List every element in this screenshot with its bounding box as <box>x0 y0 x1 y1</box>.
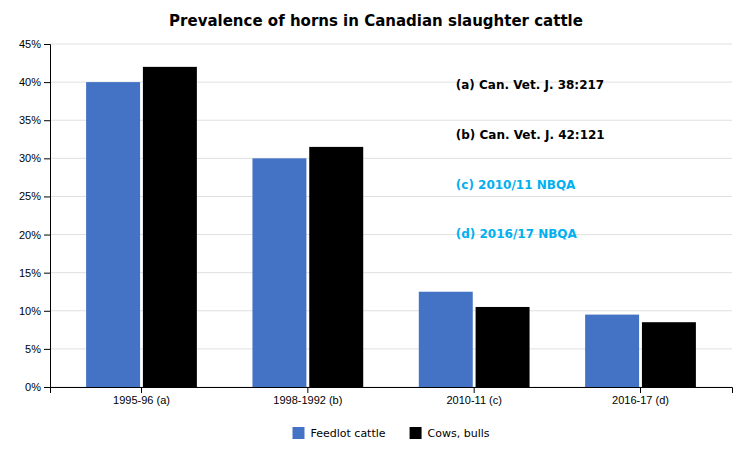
y-tick-label: 5% <box>25 343 41 355</box>
y-tick-mark <box>44 158 50 159</box>
x-tick-mark <box>307 387 308 393</box>
x-tick: 2010-11 (c) <box>446 387 501 406</box>
annotations: (a) Can. Vet. J. 38:217 (b) Can. Vet. J. … <box>456 78 605 241</box>
chart: 0%5%10%15%20%25%30%35%40%45%1995-96 (a)1… <box>0 0 752 451</box>
bar <box>585 315 639 387</box>
bar <box>476 307 530 387</box>
legend-label: Cows, bulls <box>428 427 490 440</box>
title: Prevalence of horns in Canadian slaughte… <box>169 12 583 30</box>
x-axis: 1995-96 (a) 1998-1992 (b) 2010-11 (c) 2016-… <box>51 387 733 406</box>
y-tick-mark <box>44 44 50 45</box>
grid-line <box>50 44 732 45</box>
y-tick: 5% <box>25 343 50 355</box>
y-tick-label: 40% <box>19 76 41 88</box>
annotation: (c) 2010/11 NBQA <box>456 178 576 192</box>
bar <box>143 67 197 387</box>
x-tick-label: 1995-96 (a) <box>113 394 170 406</box>
bars <box>86 67 696 387</box>
y-tick: 15% <box>19 267 50 279</box>
y-tick-label: 45% <box>19 38 41 50</box>
y-tick-label: 35% <box>19 114 41 126</box>
bar <box>419 292 473 387</box>
x-axis-line <box>51 388 733 394</box>
y-tick: 25% <box>19 190 50 202</box>
x-tick-mark <box>474 387 475 393</box>
y-tick: 30% <box>19 152 50 164</box>
y-tick: 10% <box>19 305 50 317</box>
y-tick-label: 10% <box>19 305 41 317</box>
bar <box>86 82 140 387</box>
x-tick: 1995-96 (a) <box>113 387 170 406</box>
y-axis: 0% 5% 10% 15% 20% 25% 30% 35% 40% 45% <box>19 38 51 393</box>
x-tick-label: 2016-17 (d) <box>612 394 669 406</box>
y-tick-label: 25% <box>19 190 41 202</box>
y-tick: 40% <box>19 76 50 88</box>
y-tick-mark <box>44 120 50 121</box>
y-tick-mark <box>44 311 50 312</box>
annotation: (a) Can. Vet. J. 38:217 <box>456 78 604 92</box>
y-tick-label: 0% <box>25 381 41 393</box>
x-tick-label: 1998-1992 (b) <box>273 394 342 406</box>
annotation: (b) Can. Vet. J. 42:121 <box>456 128 605 142</box>
legend-swatch <box>410 427 422 439</box>
bar <box>252 158 306 387</box>
y-tick-mark <box>44 196 50 197</box>
y-tick-mark <box>44 82 50 83</box>
bar <box>309 147 363 387</box>
plot: 0%5%10%15%20%25%30%35%40%45%1995-96 (a)1… <box>19 38 733 406</box>
y-tick: 35% <box>19 114 50 126</box>
y-tick-label: 20% <box>19 229 41 241</box>
x-tick-label: 2010-11 (c) <box>446 394 501 406</box>
annotation: (d) 2016/17 NBQA <box>456 227 578 241</box>
y-tick-label: 30% <box>19 152 41 164</box>
bar-series <box>143 67 696 387</box>
y-tick-label: 15% <box>19 267 41 279</box>
x-tick: 2016-17 (d) <box>612 387 669 406</box>
y-tick: 45% <box>19 38 50 50</box>
bar <box>642 322 696 387</box>
legend-swatch <box>292 427 304 439</box>
y-tick-mark <box>44 349 50 350</box>
y-tick-mark <box>44 273 50 274</box>
x-tick: 1998-1992 (b) <box>273 387 342 406</box>
legend-item: Cows, bulls <box>410 427 490 440</box>
legend-label: Feedlot cattle <box>310 427 385 440</box>
x-tick-mark <box>141 387 142 393</box>
y-tick: 0% <box>25 381 50 393</box>
y-tick: 20% <box>19 229 50 241</box>
grid <box>50 44 732 387</box>
legend-item: Feedlot cattle <box>292 427 385 440</box>
legend: Feedlot cattle Cows, bulls <box>292 427 489 440</box>
y-tick-mark <box>44 387 50 388</box>
y-tick-mark <box>44 235 50 236</box>
x-tick-mark <box>640 387 641 393</box>
y-axis-line <box>44 45 51 388</box>
